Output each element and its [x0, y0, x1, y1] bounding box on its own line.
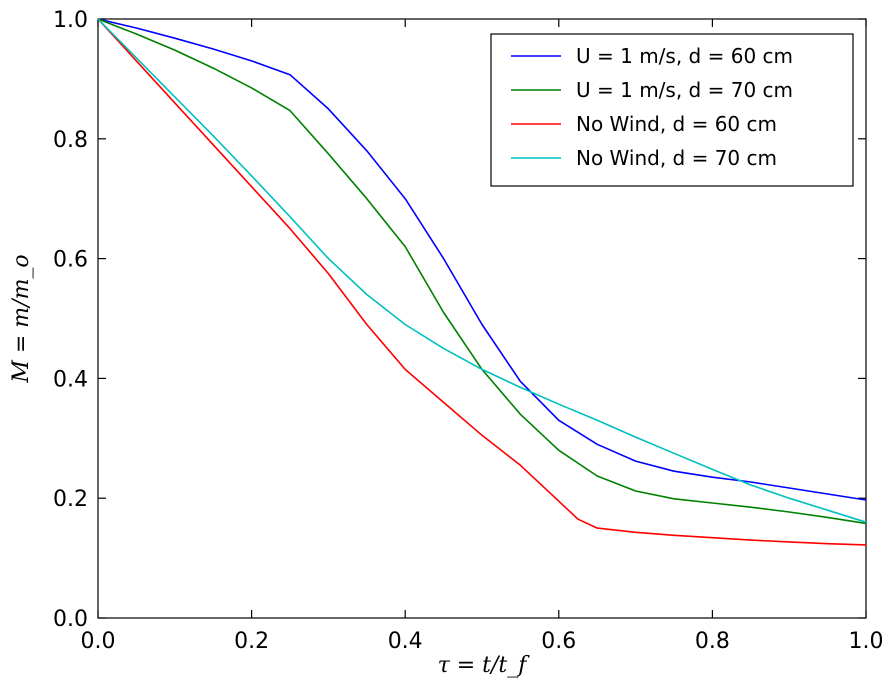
legend: U = 1 m/s, d = 60 cm U = 1 m/s, d = 70 cm…	[490, 33, 854, 187]
x-tick-label: 0.4	[388, 629, 423, 654]
legend-label-4: No Wind, d = 70 cm	[576, 146, 777, 170]
x-tick-label: 0.6	[541, 629, 576, 654]
series-line-3	[97, 18, 867, 546]
series-layer	[97, 18, 867, 546]
x-tick-label: 0.0	[81, 629, 116, 654]
legend-entries: U = 1 m/s, d = 60 cm U = 1 m/s, d = 70 cm…	[511, 44, 793, 170]
legend-label-3: No Wind, d = 60 cm	[576, 112, 777, 136]
x-tick-label: 1.0	[849, 629, 884, 654]
y-axis-label: M = m/m_o	[9, 254, 34, 383]
x-axis-label: τ = t/t_f	[438, 653, 531, 678]
plot-frame	[97, 18, 867, 619]
y-tick-label: 0.2	[53, 487, 88, 512]
series-line-4	[97, 18, 867, 523]
legend-label-2: U = 1 m/s, d = 70 cm	[576, 78, 793, 102]
y-tick-label: 0.0	[53, 607, 88, 632]
x-tick-label: 0.2	[234, 629, 269, 654]
legend-label-1: U = 1 m/s, d = 60 cm	[576, 44, 793, 68]
y-tick-label: 0.4	[53, 367, 88, 392]
y-tick-label: 0.8	[53, 128, 88, 153]
x-tick-label: 0.8	[695, 629, 730, 654]
ticks-layer: 0.0 0.2 0.4 0.6 0.8 1.0 0.0 0.2 0.4 0.6 0.8 1.0	[53, 8, 884, 654]
legend-box	[490, 33, 854, 187]
y-tick-label: 1.0	[53, 8, 88, 33]
y-tick-label: 0.6	[53, 248, 88, 273]
plot-area	[97, 18, 867, 619]
